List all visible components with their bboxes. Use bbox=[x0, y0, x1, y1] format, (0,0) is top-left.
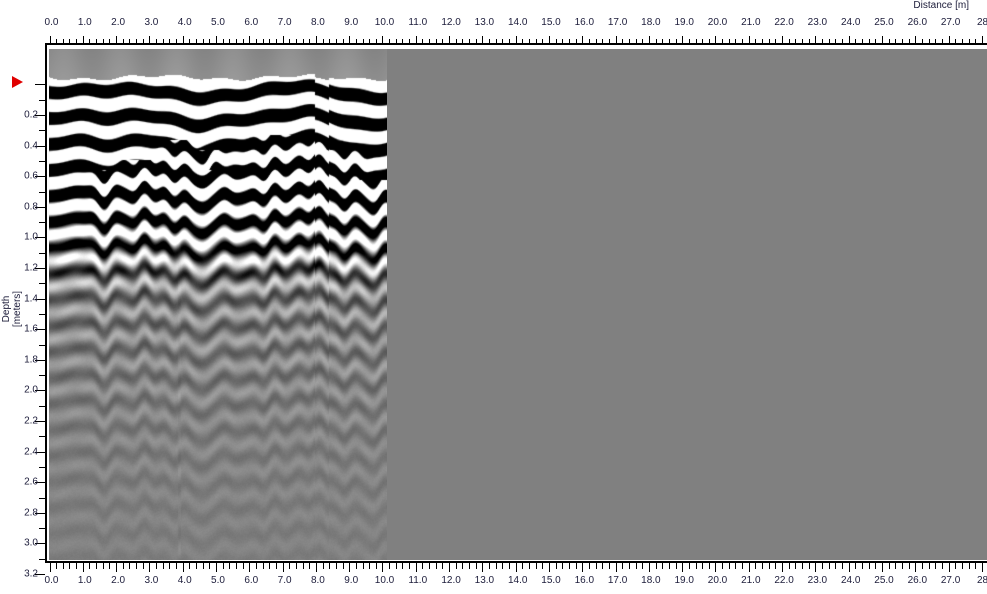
x-tick-label-bottom: 18.0 bbox=[641, 575, 661, 586]
x-tick-label-bottom: 8.0 bbox=[310, 575, 325, 586]
x-tick-label-top: 24.0 bbox=[840, 17, 861, 28]
y-tick-label: 1.2 bbox=[24, 262, 38, 274]
x-tick-label-top: 8.0 bbox=[310, 17, 325, 28]
x-tick-label-top: 10.0 bbox=[374, 17, 395, 28]
y-tick-label: 0.2 bbox=[24, 109, 38, 121]
x-tick-label-top: 18.0 bbox=[641, 17, 661, 28]
x-tick-label-top: 19.0 bbox=[674, 17, 694, 28]
x-tick-label-bottom: 20.0 bbox=[707, 575, 728, 586]
x-tick-label-top: 12.0 bbox=[441, 17, 461, 28]
x-tick-label-bottom: 9.0 bbox=[344, 575, 359, 586]
x-tick-label-top: 3.0 bbox=[144, 17, 159, 28]
x-tick-label-top: 15.0 bbox=[541, 17, 561, 28]
y-tick-label: 2.4 bbox=[24, 446, 38, 458]
x-tick-label-top: 14.0 bbox=[507, 17, 528, 28]
x-tick-label-top: 16.0 bbox=[574, 17, 595, 28]
x-tick-label-top: 9.0 bbox=[344, 17, 359, 28]
x-tick-label-top: 23.0 bbox=[807, 17, 828, 28]
x-tick-label-top: 5.0 bbox=[211, 17, 225, 28]
y-tick-label: 3.2 bbox=[24, 568, 38, 580]
y-tick-label: 1.6 bbox=[24, 323, 38, 335]
x-tick-label-bottom: 15.0 bbox=[541, 575, 561, 586]
y-tick-label: 2.6 bbox=[24, 476, 38, 488]
x-tick-label-bottom: 26.0 bbox=[907, 575, 928, 586]
x-tick-label-top: 0.0 bbox=[44, 17, 59, 28]
x-tick-label-top: 28. bbox=[976, 17, 987, 28]
x-tick-label-top: 26.0 bbox=[907, 17, 928, 28]
x-tick-label-bottom: 12.0 bbox=[441, 575, 461, 586]
x-tick-label-top: 17.0 bbox=[607, 17, 628, 28]
x-tick-label-bottom: 21.0 bbox=[741, 575, 761, 586]
y-tick-label: 0.8 bbox=[24, 201, 38, 213]
x-tick-label-top: 11.0 bbox=[408, 17, 428, 28]
x-tick-label-bottom: 25.0 bbox=[874, 575, 894, 586]
y-tick-label: 0.4 bbox=[24, 140, 38, 152]
x-tick-label-top: 22.0 bbox=[774, 17, 794, 28]
x-tick-label-top: 20.0 bbox=[707, 17, 728, 28]
x-tick-label-bottom: 27.0 bbox=[940, 575, 961, 586]
x-tick-label-bottom: 28. bbox=[976, 575, 987, 586]
x-tick-label-top: 27.0 bbox=[940, 17, 961, 28]
y-tick-label: 2.0 bbox=[24, 384, 38, 396]
x-tick-label-bottom: 7.0 bbox=[277, 575, 292, 586]
x-tick-label-bottom: 22.0 bbox=[774, 575, 794, 586]
y-tick-label: 3.0 bbox=[24, 537, 38, 549]
x-tick-label-top: 21.0 bbox=[741, 17, 761, 28]
x-tick-label-top: 6.0 bbox=[244, 17, 259, 28]
x-tick-label-bottom: 5.0 bbox=[211, 575, 225, 586]
x-tick-label-bottom: 10.0 bbox=[374, 575, 395, 586]
x-tick-label-bottom: 1.0 bbox=[77, 575, 92, 586]
x-tick-label-bottom: 23.0 bbox=[807, 575, 828, 586]
x-tick-label-bottom: 0.0 bbox=[44, 575, 59, 586]
x-tick-label-bottom: 17.0 bbox=[607, 575, 628, 586]
y-tick-label: 2.8 bbox=[24, 507, 38, 519]
y-tick-label: 2.2 bbox=[24, 415, 38, 427]
radargram-image[interactable] bbox=[49, 49, 387, 560]
surface-marker-icon[interactable] bbox=[12, 76, 23, 88]
x-tick-label-bottom: 24.0 bbox=[840, 575, 861, 586]
x-tick-label-bottom: 4.0 bbox=[177, 575, 192, 586]
x-tick-label-top: 2.0 bbox=[111, 17, 126, 28]
y-tick-label: 0.6 bbox=[24, 170, 38, 182]
x-tick-label-bottom: 6.0 bbox=[244, 575, 259, 586]
y-tick-label: 1.4 bbox=[24, 293, 38, 305]
x-tick-label-bottom: 2.0 bbox=[111, 575, 126, 586]
x-tick-label-top: 7.0 bbox=[277, 17, 292, 28]
y-tick-label: 1.8 bbox=[24, 354, 38, 366]
x-tick-label-top: 4.0 bbox=[177, 17, 192, 28]
x-tick-label-bottom: 13.0 bbox=[474, 575, 495, 586]
x-tick-label-top: 25.0 bbox=[874, 17, 894, 28]
x-tick-label-bottom: 19.0 bbox=[674, 575, 694, 586]
x-tick-label-bottom: 3.0 bbox=[144, 575, 159, 586]
x-tick-label-bottom: 14.0 bbox=[507, 575, 528, 586]
x-tick-label-bottom: 16.0 bbox=[574, 575, 595, 586]
x-tick-label-top: 13.0 bbox=[474, 17, 495, 28]
x-tick-label-bottom: 11.0 bbox=[408, 575, 428, 586]
y-tick-label: 1.0 bbox=[24, 231, 38, 243]
x-axis-title: Distance [m] bbox=[913, 0, 969, 11]
x-tick-label-top: 1.0 bbox=[77, 17, 92, 28]
